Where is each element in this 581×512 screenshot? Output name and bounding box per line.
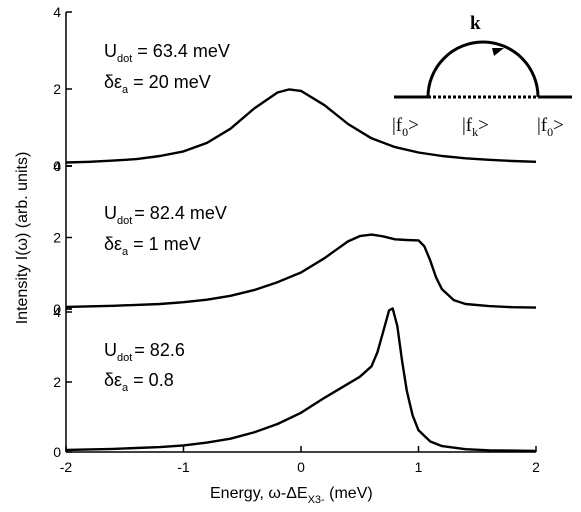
annotation-top-u-val: = 63.4 meV: [132, 41, 230, 61]
annotation-mid-d: δε: [104, 234, 122, 254]
y-tick-label-panel1-2: 4: [53, 158, 61, 174]
annotation-top-d-sub: a: [122, 84, 129, 96]
x-tick-label-1: -1: [177, 459, 190, 475]
y-tick-label-panel2-2: 4: [53, 304, 61, 320]
annotation-top-d: δε: [104, 72, 122, 92]
x-axis-title-unit: (meV): [325, 485, 373, 502]
annotation-bot-d: δε: [104, 370, 122, 390]
svg-text:Udot= 82.6: Udot = 82.6: [104, 340, 185, 364]
series-line-panel1: [65, 233, 537, 309]
annotation-top-u: U: [104, 41, 117, 61]
curves-layer: [65, 88, 537, 453]
y-tick-label-panel0-2: 4: [53, 4, 61, 20]
diagram-state-left: |f0>: [392, 115, 419, 139]
x-tick-label-3: 1: [415, 459, 423, 475]
annotation-top-u-sub: dot: [117, 53, 132, 65]
diagram-left-f: |f: [392, 115, 403, 136]
svg-text:δεa = 20 meV: δεa = 20 meV: [104, 72, 211, 96]
annotation-mid-u-sub: dot: [117, 215, 132, 227]
annotation-top-d-val: = 20 meV: [128, 72, 211, 92]
diagram-left-sub: 0: [402, 125, 408, 139]
diagram-arrow-icon: [492, 48, 504, 56]
svg-text:Udot= 82.4 meV: Udot = 82.4 meV: [104, 203, 227, 227]
x-axis-title: Energy, ω-ΔEX3- (meV): [210, 485, 373, 506]
y-tick-label-panel0-1: 2: [53, 81, 61, 97]
annotation-mid-u: U: [104, 203, 117, 223]
diagram-k-label: k: [470, 13, 481, 34]
series-line-panel0: [65, 88, 537, 164]
diagram-arc: [426, 40, 540, 98]
annotation-bot-d-val: = 0.8: [128, 370, 174, 390]
y-tick-label-panel0-0: 0: [53, 158, 61, 174]
annotation-bottom: Udot = 82.6 δεa = 0.8: [104, 340, 185, 394]
x-tick-label-4: 2: [532, 459, 540, 475]
annotation-mid-d-sub: a: [122, 246, 129, 258]
svg-text:δεa = 0.8: δεa = 0.8: [104, 370, 174, 394]
diagram-state-right: |f0>: [537, 115, 564, 139]
y-tick-label-panel2-1: 2: [53, 374, 61, 390]
diagram-right-sub: 0: [547, 125, 553, 139]
svg-text:Udot = 63.4 meV: Udot = 63.4 meV: [104, 41, 230, 65]
annotation-mid-d-val: = 1 meV: [128, 234, 201, 254]
x-tick-label-0: -2: [60, 459, 73, 475]
y-axis-title: Intensity I(ω) (arb. units): [14, 152, 31, 325]
diagram-mid-f: |f: [462, 115, 473, 136]
inset-diagram: k |f0> |fk> |f0>: [392, 13, 572, 139]
annotation-top: Udot = 63.4 meV δεa = 20 meV: [104, 41, 230, 96]
annotation-mid-u-val: = 82.4 meV: [134, 203, 227, 223]
annotation-bot-u-val: = 82.6: [134, 340, 185, 360]
annotation-middle: Udot = 82.4 meV δεa = 1 meV: [104, 203, 227, 258]
x-axis-title-sub: X3-: [308, 494, 325, 506]
y-tick-label-panel1-1: 2: [53, 230, 61, 246]
y-tick-label-panel1-0: 0: [53, 301, 61, 317]
y-tick-label-panel2-0: 0: [53, 444, 61, 460]
annotation-bot-d-sub: a: [122, 382, 129, 394]
annotation-bot-u: U: [104, 340, 117, 360]
diagram-mid-close: >: [478, 115, 489, 136]
diagram-mid-sub: k: [472, 125, 478, 139]
diagram-state-mid: |fk>: [462, 115, 489, 139]
diagram-right-f: |f: [537, 115, 548, 136]
x-axis-title-main: Energy, ω-ΔE: [210, 485, 308, 502]
annotation-bot-u-sub: dot: [117, 352, 132, 364]
diagram-right-close: >: [553, 115, 564, 136]
svg-text:δεa = 1 meV: δεa = 1 meV: [104, 234, 201, 258]
series-line-panel2: [65, 307, 537, 453]
diagram-left-close: >: [408, 115, 419, 136]
x-tick-label-2: 0: [297, 459, 305, 475]
